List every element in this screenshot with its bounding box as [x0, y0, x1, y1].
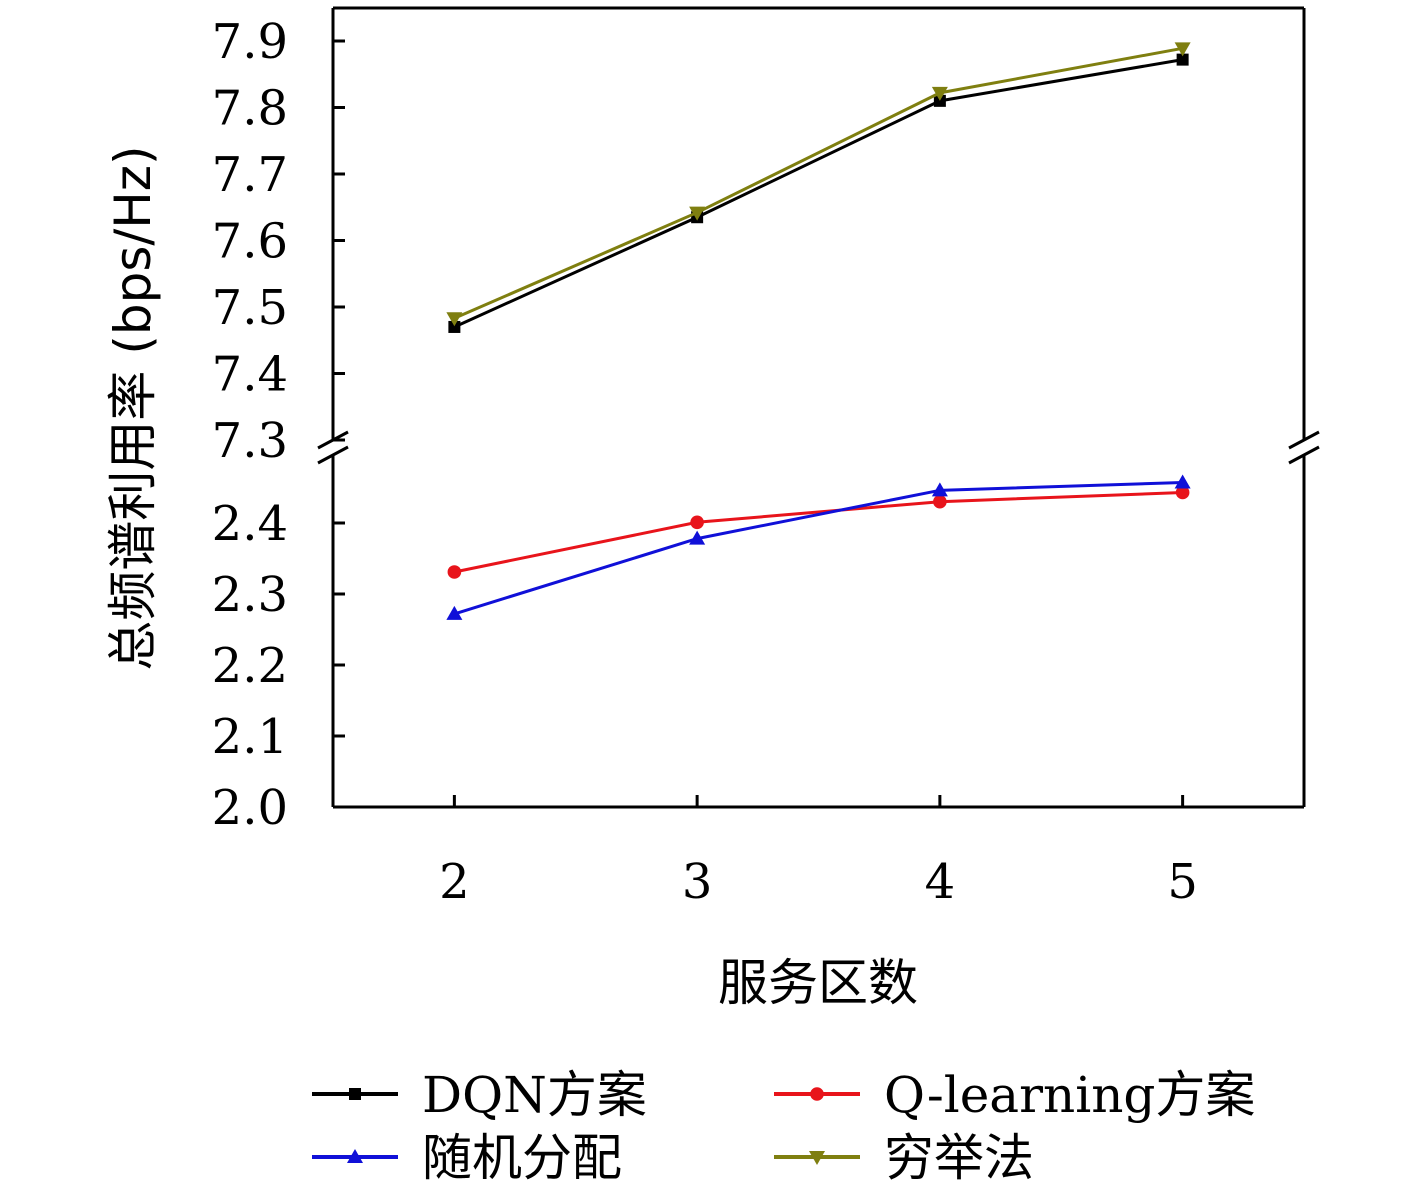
y-tick-label: 7.7 — [212, 147, 288, 203]
series-line — [453, 481, 1183, 616]
legend-marker — [349, 1088, 361, 1100]
y-tick-label: 7.4 — [212, 347, 288, 403]
legend-marker — [809, 1151, 825, 1165]
x-axis-title: 服务区数 — [718, 954, 918, 1012]
right-axis-break-mark — [1288, 430, 1320, 450]
series-2 — [447, 485, 1190, 579]
series-1 — [448, 53, 1189, 333]
legend-item: DQN方案 — [312, 1066, 647, 1124]
legend-label: 随机分配 — [422, 1129, 622, 1187]
legend-item: Q-learning方案 — [774, 1066, 1255, 1124]
data-point — [1174, 42, 1191, 57]
y-tick-label: 2.2 — [212, 638, 288, 694]
legend-marker — [810, 1087, 824, 1101]
data-point — [690, 515, 704, 530]
y-tick-label: 7.6 — [212, 214, 288, 270]
left-axis-break-mark — [317, 445, 349, 465]
y-tick-label: 7.9 — [212, 14, 288, 70]
legend-marker — [347, 1149, 363, 1163]
y-tick-label: 2.4 — [212, 496, 288, 552]
series-4 — [446, 42, 1191, 327]
data-point — [931, 86, 948, 101]
y-tick-label: 2.0 — [212, 780, 288, 836]
y-tick-label: 2.1 — [212, 709, 288, 765]
x-tick-label: 5 — [1167, 854, 1198, 910]
axes: 7.3 7.4 7.5 7.6 7.7 7.8 7.9 2.0 2.1 2.2 2.3 2.4 2 3 4 5 — [212, 6, 1320, 910]
data-point — [689, 206, 706, 221]
legend-label: 穷举法 — [884, 1129, 1034, 1187]
x-tick-label: 2 — [439, 854, 470, 910]
y-tick-label: 7.3 — [212, 413, 288, 469]
data-point — [1175, 485, 1190, 500]
legend-item: 随机分配 — [312, 1129, 622, 1187]
right-axis-break-mark — [1288, 445, 1320, 465]
data-point — [446, 605, 463, 620]
data-point — [1176, 53, 1189, 66]
series-line — [454, 490, 1183, 574]
data-point — [933, 494, 947, 509]
legend-item: 穷举法 — [774, 1129, 1034, 1187]
data-point — [446, 312, 463, 327]
series-layer — [446, 42, 1191, 620]
legend-label: Q-learning方案 — [884, 1066, 1255, 1124]
data-point — [1174, 474, 1191, 489]
data-point — [689, 530, 706, 545]
data-point — [931, 482, 948, 497]
y-tick-label: 7.5 — [212, 280, 288, 336]
series-line — [453, 58, 1183, 329]
data-point — [448, 320, 461, 333]
y-axis-title: 总频谱利用率 (bps/Hz) — [104, 145, 162, 670]
x-tick-label: 4 — [925, 854, 956, 910]
series-3 — [446, 474, 1191, 620]
y-tick-label: 2.3 — [212, 567, 288, 623]
series-line — [453, 46, 1183, 320]
data-point — [447, 565, 462, 579]
x-tick-label: 3 — [682, 854, 713, 910]
legend-label: DQN方案 — [422, 1066, 647, 1124]
y-tick-label: 7.8 — [212, 81, 288, 137]
